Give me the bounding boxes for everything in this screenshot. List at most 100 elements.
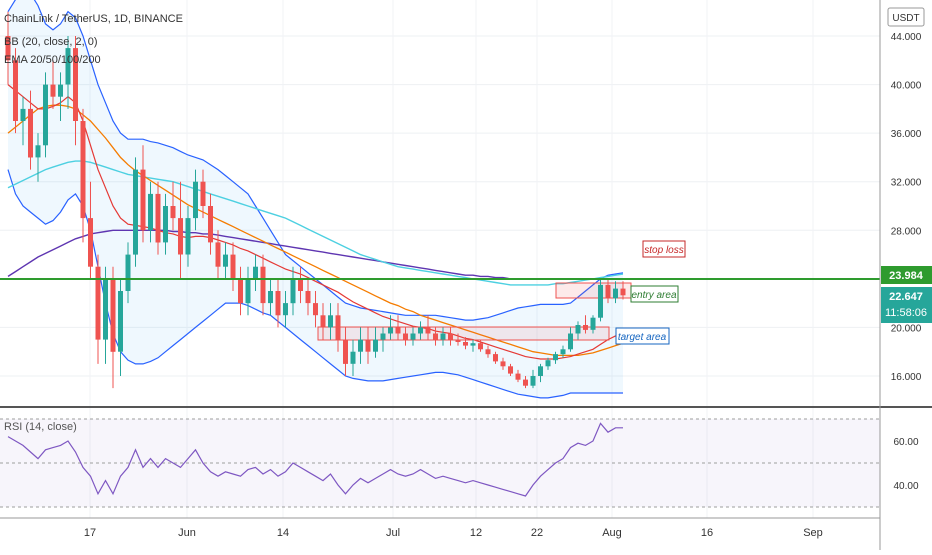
candle-body [298, 278, 303, 291]
price-tick-label: 40.000 [891, 81, 922, 92]
candle-body [290, 278, 296, 304]
candle-body [245, 278, 251, 304]
candle-body [343, 339, 348, 364]
target-zone[interactable] [317, 326, 610, 341]
candle-body [515, 373, 521, 380]
candle-body [110, 278, 116, 352]
price-tick-label: 44.000 [891, 32, 922, 43]
candle-body [103, 278, 108, 340]
candle-body [493, 354, 498, 362]
candle-body [605, 284, 611, 299]
candle-body [253, 266, 258, 279]
candle-body [20, 108, 26, 121]
candle-body [133, 169, 138, 255]
candle-body [418, 327, 423, 334]
candle-body [13, 60, 18, 121]
candle-body [613, 288, 618, 299]
candle-body [485, 349, 491, 355]
stop-loss-box[interactable] [642, 240, 686, 258]
symbol-legend[interactable]: ChainLink / TetherUS, 1D, BINANCE [4, 13, 183, 25]
rsi-line [7, 422, 623, 497]
time-axis[interactable]: 17 Jun 14 Jul 12 22 Aug 16 Sep [84, 527, 823, 539]
candle-body [508, 366, 513, 374]
candle-body [583, 325, 588, 330]
candle-body [350, 351, 356, 364]
candle-body [283, 303, 288, 316]
candle-body [478, 343, 483, 350]
candle-body [590, 317, 596, 330]
vertical-gridlines [89, 0, 814, 518]
price-tick-label: 32.000 [891, 178, 922, 189]
candle-body [425, 327, 431, 334]
time-tick-label: Sep [803, 527, 823, 539]
candle-body [328, 315, 333, 328]
candle-body [58, 84, 63, 97]
candle-body [140, 169, 146, 231]
ema-20-line [7, 84, 624, 360]
currency-button[interactable] [887, 7, 925, 27]
candle-body [125, 254, 131, 291]
entry-zone[interactable] [555, 282, 632, 299]
candle-body [5, 36, 11, 61]
candle-body [538, 366, 543, 376]
target-area-box[interactable] [615, 327, 670, 345]
last-price-badge [881, 287, 932, 323]
price-axis[interactable]: 44.00040.00036.00032.00028.00024.00020.0… [891, 32, 922, 383]
ema-50-line [7, 104, 624, 357]
candle-body [320, 315, 326, 328]
candle-body [80, 121, 86, 219]
rsi-legend[interactable]: RSI (14, close) [4, 421, 77, 433]
level-price-badge [881, 266, 932, 284]
entry-area-box[interactable] [630, 285, 679, 303]
time-tick-label: Aug [602, 527, 622, 539]
countdown-text: 11:58:06 [885, 307, 927, 319]
candle-body [268, 291, 273, 304]
candle-body [523, 379, 528, 386]
candle-body [568, 333, 573, 350]
candle-body [553, 354, 558, 361]
target-area-label: target area [618, 332, 667, 343]
time-tick-label: Jul [386, 527, 400, 539]
bollinger-legend[interactable]: BB (20, close, 2, 0) [4, 36, 98, 48]
price-tick-label: 28.000 [891, 226, 922, 237]
candle-body [358, 339, 363, 352]
candle-body [208, 206, 213, 243]
candle-body [238, 278, 243, 304]
candlestick-series [5, 11, 626, 389]
ema-100-line [7, 160, 624, 286]
candle-body [275, 291, 281, 316]
candle-body [500, 361, 506, 367]
bollinger-band-fill [8, 0, 623, 398]
candle-body [95, 266, 101, 340]
price-pane-bg [0, 0, 880, 404]
candle-body [380, 333, 386, 340]
ema-legend[interactable]: EMA 20/50/100/200 [4, 54, 101, 66]
candle-body [215, 242, 221, 267]
rsi-tick-label: 60.00 [893, 437, 918, 448]
candle-body [200, 181, 206, 206]
candle-body [530, 376, 536, 386]
candle-body [470, 343, 476, 346]
candle-body [313, 303, 318, 316]
candle-body [163, 206, 168, 243]
time-tick-label: 14 [277, 527, 289, 539]
candle-body [560, 349, 566, 355]
candle-body [185, 218, 191, 255]
candle-body [575, 325, 581, 334]
candle-body [335, 315, 341, 340]
rsi-tick-label: 40.00 [893, 481, 918, 492]
candle-body [395, 327, 401, 334]
candle-body [223, 254, 228, 267]
entry-area-label: entry area [631, 290, 676, 301]
rsi-axis[interactable]: 60.00 40.00 [893, 437, 918, 492]
candle-body [463, 342, 468, 346]
stop-loss-label: stop loss [644, 245, 683, 256]
candle-body [388, 327, 393, 334]
level-price-text: 23.984 [889, 270, 924, 282]
candle-body [305, 291, 311, 304]
currency-label: USDT [892, 13, 919, 24]
candle-body [440, 333, 446, 340]
candle-body [155, 193, 161, 243]
